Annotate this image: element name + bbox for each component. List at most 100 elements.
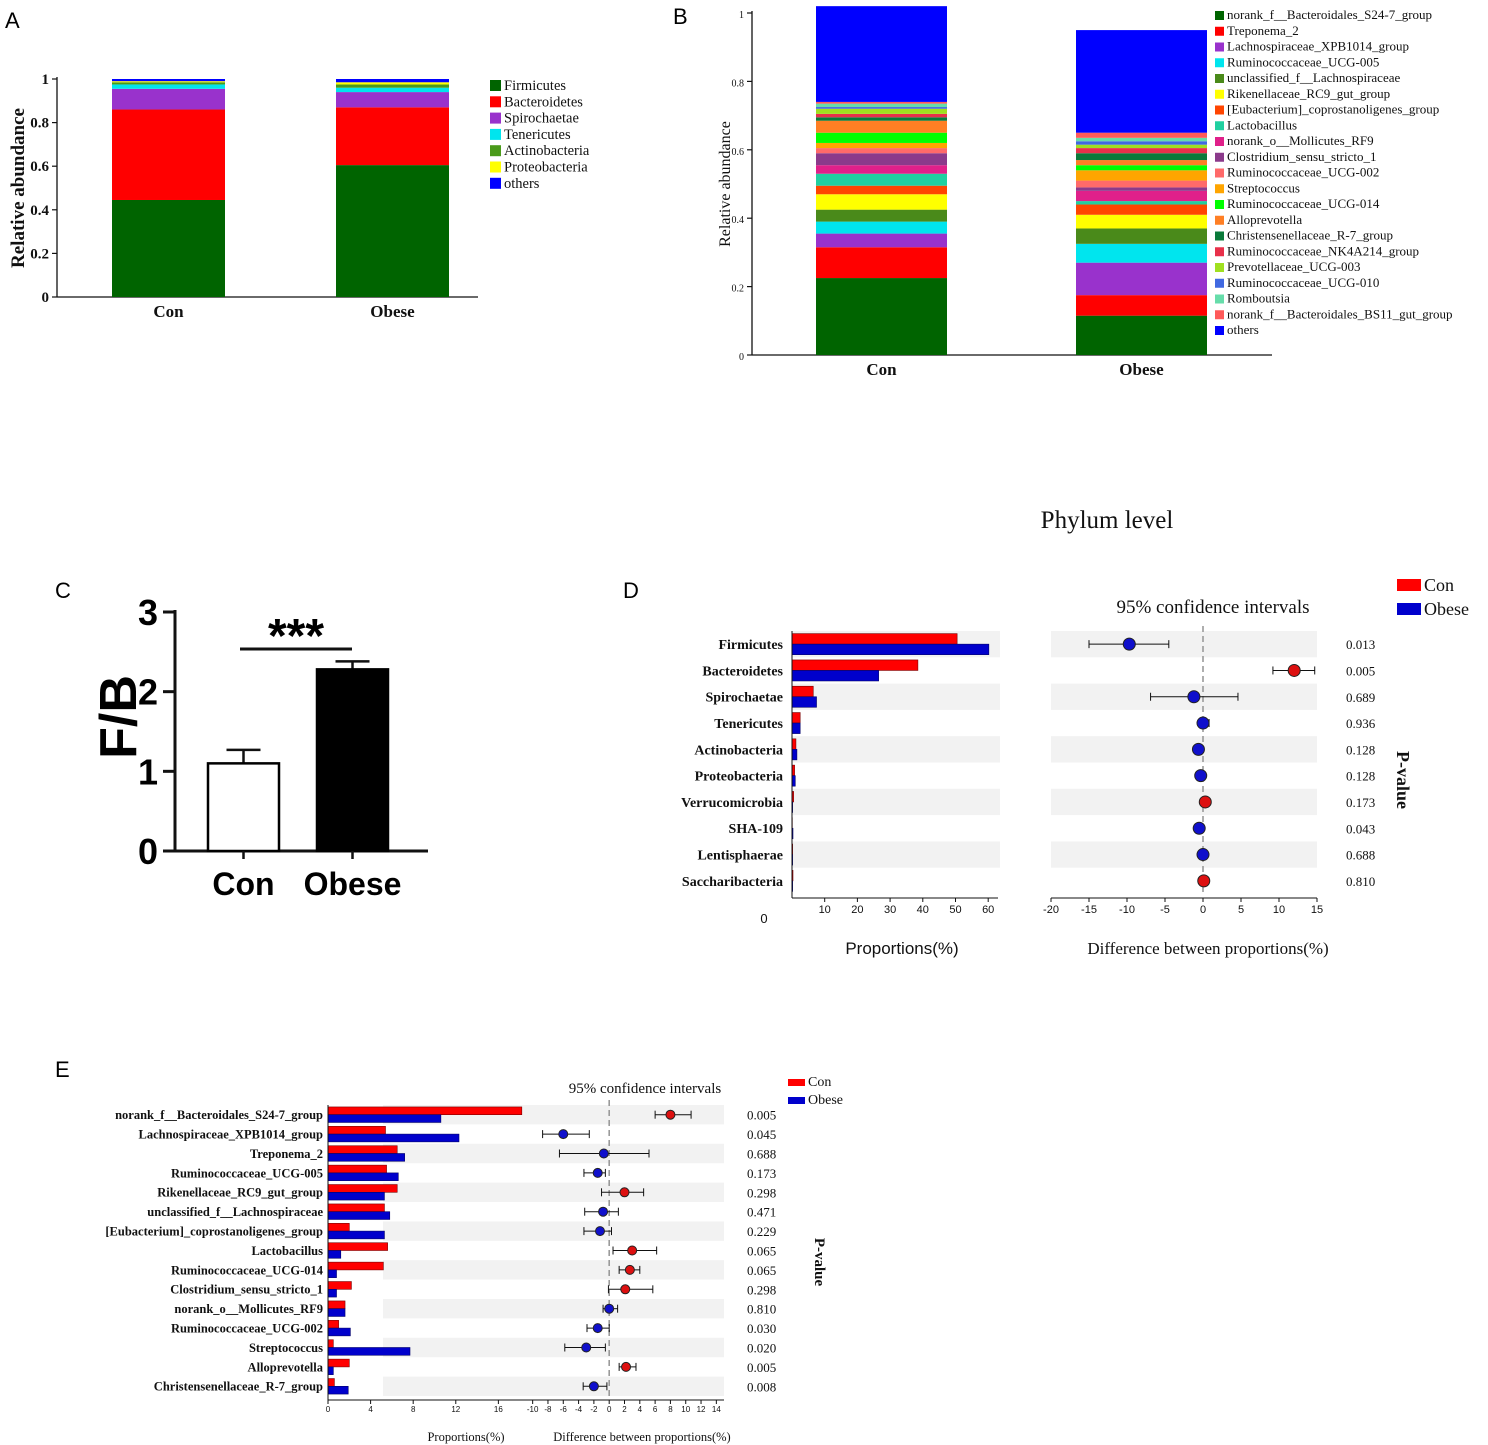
bar-segment bbox=[816, 117, 947, 121]
p-value-axis-title: P-value bbox=[1393, 751, 1413, 809]
x-tick-label: 8 bbox=[668, 1405, 673, 1414]
y-tick-label: 0.8 bbox=[30, 116, 49, 132]
difference-point bbox=[1122, 637, 1136, 651]
bar-segment bbox=[816, 113, 947, 118]
legend-swatch bbox=[1215, 89, 1224, 99]
p-value: 0.045 bbox=[747, 1127, 776, 1142]
bar-segment bbox=[816, 120, 947, 133]
bar-segment bbox=[1076, 165, 1207, 171]
panel-a-chart: 0 0.2 0.4 0.6 0.8 1 Relative abundance Con Obese… bbox=[8, 72, 590, 321]
con-bar bbox=[791, 633, 958, 645]
legend-swatch bbox=[788, 1097, 805, 1104]
bar-segment bbox=[1076, 30, 1207, 133]
category-label: Actinobacteria bbox=[694, 743, 783, 758]
con-bar bbox=[327, 1242, 388, 1251]
proportion-zero-label: 0 bbox=[760, 911, 767, 926]
y-tick-label: 0.4 bbox=[732, 215, 745, 226]
x-tick-label: -4 bbox=[575, 1405, 583, 1414]
obese-bar bbox=[791, 749, 798, 761]
category-label: unclassified_f__Lachnospiraceae bbox=[147, 1205, 323, 1219]
category-label: Rikenellaceae_RC9_gut_group bbox=[157, 1186, 323, 1200]
category-label: Streptococcus bbox=[249, 1341, 323, 1355]
bar-segment bbox=[816, 108, 947, 114]
difference-point bbox=[621, 1361, 632, 1372]
x-tick-label: -15 bbox=[1081, 904, 1097, 916]
row-band bbox=[792, 736, 1000, 763]
row-band bbox=[1051, 841, 1317, 868]
legend-swatch bbox=[1215, 278, 1224, 288]
legend-swatch bbox=[490, 112, 501, 124]
bar-segment bbox=[816, 6, 947, 102]
legend-swatch bbox=[1215, 294, 1224, 304]
difference-point bbox=[604, 1303, 615, 1314]
row-band bbox=[383, 1143, 525, 1164]
con-bar bbox=[327, 1378, 335, 1387]
x-tick-label: 16 bbox=[494, 1405, 503, 1414]
difference-point bbox=[1196, 716, 1210, 730]
legend-label: Clostridium_sensu_stricto_1 bbox=[1227, 149, 1377, 164]
x-tick-label: Con bbox=[153, 302, 184, 321]
y-tick-label: 0.6 bbox=[30, 159, 49, 175]
proportions-axis-title: Proportions(%) bbox=[427, 1430, 504, 1444]
p-value: 0.020 bbox=[747, 1341, 776, 1356]
bar-segment bbox=[1076, 170, 1207, 181]
category-label: Ruminococcaceae_UCG-002 bbox=[171, 1321, 323, 1335]
legend-label: Ruminococcaceae_UCG-014 bbox=[1227, 196, 1380, 211]
bar-segment bbox=[816, 278, 947, 355]
x-tick-label: 2 bbox=[622, 1405, 627, 1414]
bar-segment bbox=[336, 92, 449, 108]
category-label: Ruminococcaceae_UCG-014 bbox=[171, 1263, 324, 1277]
legend-swatch bbox=[1215, 58, 1224, 68]
legend-label: Streptococcus bbox=[1227, 180, 1300, 195]
legend-swatch bbox=[1215, 74, 1224, 83]
p-value: 0.128 bbox=[1346, 742, 1375, 757]
chart-title: Phylum level bbox=[1041, 507, 1174, 534]
p-value: 0.005 bbox=[747, 1108, 776, 1123]
y-tick-label: 0 bbox=[138, 831, 158, 872]
bar-segment bbox=[816, 194, 947, 210]
legend-label: Firmicutes bbox=[504, 78, 566, 94]
panel-label-e: E bbox=[55, 1057, 70, 1082]
con-bar bbox=[327, 1184, 398, 1193]
p-value: 0.030 bbox=[747, 1321, 776, 1336]
legend-swatch bbox=[1215, 326, 1224, 335]
category-label: norank_f__Bacteroidales_S24-7_group bbox=[115, 1108, 323, 1122]
difference-point bbox=[1196, 848, 1210, 862]
x-tick-label: -20 bbox=[1043, 904, 1059, 916]
con-bar bbox=[327, 1281, 352, 1290]
x-tick-label: 60 bbox=[982, 904, 994, 916]
category-label: SHA-109 bbox=[729, 822, 783, 837]
category-label: Bacteroidetes bbox=[702, 664, 783, 679]
x-tick-label: 12 bbox=[451, 1405, 460, 1414]
bar-segment bbox=[816, 142, 947, 149]
legend-label: norank_f__Bacteroidales_BS11_gut_group bbox=[1227, 306, 1453, 321]
difference-point bbox=[627, 1245, 638, 1256]
difference-point bbox=[558, 1129, 569, 1140]
p-value: 0.173 bbox=[1346, 795, 1375, 810]
obese-bar bbox=[327, 1327, 351, 1337]
con-bar bbox=[327, 1223, 350, 1232]
difference-point bbox=[592, 1323, 603, 1334]
p-value: 0.936 bbox=[1346, 716, 1376, 731]
legend-swatch bbox=[490, 80, 501, 91]
obese-bar bbox=[327, 1192, 385, 1201]
y-tick-label: 0.6 bbox=[732, 147, 745, 158]
obese-bar bbox=[791, 722, 801, 734]
p-value: 0.689 bbox=[1346, 690, 1375, 705]
legend-label: others bbox=[504, 176, 540, 192]
bar-segment bbox=[336, 79, 449, 83]
bar-segment bbox=[1076, 137, 1207, 142]
obese-bar bbox=[327, 1230, 385, 1240]
legend-label: Ruminococcaceae_NK4A214_group bbox=[1227, 243, 1419, 258]
category-label: Verrucomicrobia bbox=[681, 796, 783, 811]
difference-point bbox=[1192, 821, 1206, 835]
bar-segment bbox=[816, 165, 947, 174]
obese-bar bbox=[327, 1250, 342, 1259]
bar-segment bbox=[336, 87, 449, 93]
difference-point bbox=[665, 1109, 676, 1120]
category-label: Clostridium_sensu_stricto_1 bbox=[170, 1283, 323, 1297]
row-band bbox=[383, 1376, 525, 1396]
legend-swatch bbox=[1215, 152, 1224, 162]
x-tick-label: -10 bbox=[527, 1405, 539, 1414]
y-tick-label: 0.2 bbox=[732, 284, 745, 295]
